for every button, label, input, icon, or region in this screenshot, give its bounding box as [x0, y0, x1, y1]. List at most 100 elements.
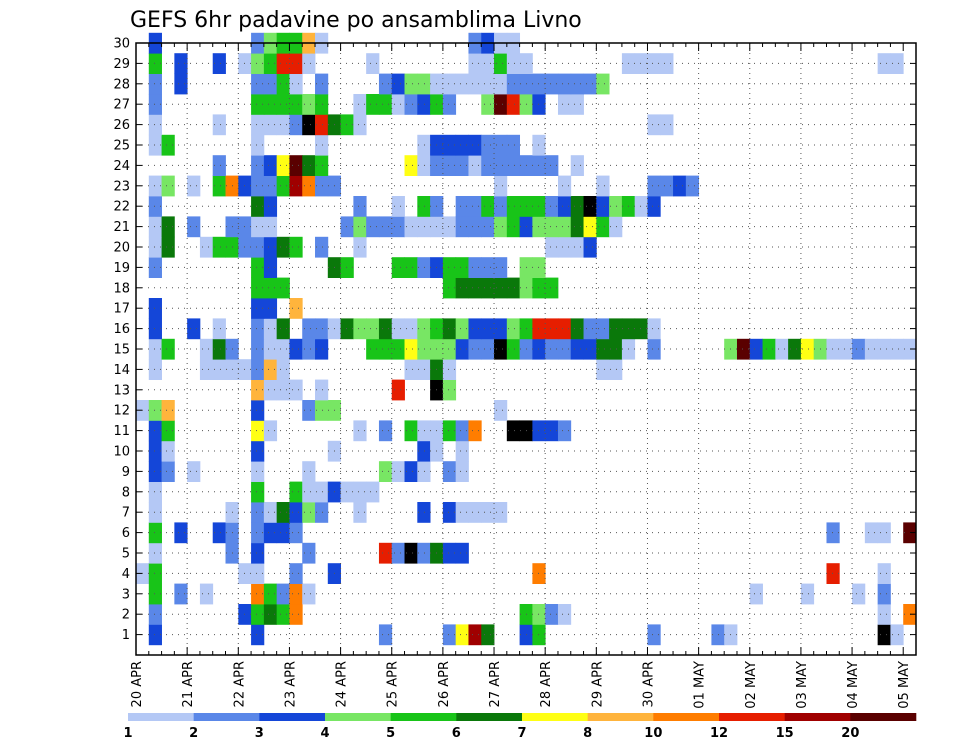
heatmap-cell	[609, 338, 623, 360]
heatmap-cell	[442, 155, 457, 176]
heatmap-cell	[391, 196, 405, 217]
heatmap-cell	[864, 522, 879, 544]
heatmap-cell	[263, 94, 278, 115]
heatmap-cell	[468, 73, 482, 95]
heatmap-cell	[391, 542, 405, 564]
y-tick-label: 26	[113, 118, 130, 133]
x-tick-label: 01 MAY	[693, 661, 708, 709]
x-tick-label: 22 APR	[232, 661, 247, 707]
heatmap-cell	[494, 277, 508, 299]
x-tick-label: 21 APR	[181, 661, 196, 707]
heatmap-cell	[391, 338, 405, 360]
heatmap-cell	[506, 338, 521, 360]
heatmap-cell	[417, 155, 431, 176]
heatmap-cell	[251, 338, 265, 360]
heatmap-cell	[506, 73, 521, 95]
heatmap-cell	[251, 298, 265, 319]
heatmap-cell	[877, 624, 891, 646]
heatmap-cell	[570, 236, 584, 258]
heatmap-cell	[609, 196, 623, 217]
heatmap-cell	[276, 155, 290, 176]
heatmap-cell	[391, 216, 405, 238]
heatmap-cell	[557, 604, 572, 625]
heatmap-cell	[251, 196, 265, 217]
heatmap-cell	[583, 216, 597, 238]
heatmap-cell	[263, 502, 278, 523]
heatmap-cell	[570, 338, 584, 360]
heatmap-cell	[263, 196, 278, 217]
heatmap-cell	[302, 53, 316, 74]
heatmap-cell	[596, 216, 610, 238]
heatmap-cell	[366, 338, 380, 360]
heatmap-cell	[417, 502, 431, 523]
heatmap-cell	[877, 338, 891, 360]
heatmap-cell	[353, 420, 367, 442]
heatmap-cell	[596, 196, 610, 217]
heatmap-cell	[481, 53, 495, 74]
heatmap-cell	[161, 236, 175, 258]
heatmap-cell	[378, 94, 393, 115]
heatmap-cell	[468, 155, 482, 176]
heatmap-cell	[161, 216, 175, 238]
heatmap-cell	[494, 196, 508, 217]
heatmap-cell	[302, 175, 316, 197]
heatmap-cell	[148, 338, 162, 360]
heatmap-cell	[468, 134, 482, 156]
heatmap-cell	[442, 73, 457, 95]
heatmap-cell	[417, 73, 431, 95]
y-tick-label: 15	[113, 343, 130, 358]
heatmap-cell	[212, 175, 226, 197]
heatmap-cell	[289, 155, 303, 176]
heatmap-cell	[647, 196, 661, 217]
heatmap-cell	[391, 257, 405, 278]
heatmap-cell	[570, 318, 584, 340]
x-tick-label: 03 MAY	[795, 661, 810, 709]
heatmap-cell	[276, 359, 290, 380]
legend-swatch	[784, 713, 851, 721]
heatmap-cell	[315, 502, 329, 523]
heatmap-cell	[353, 216, 367, 238]
heatmap-cell	[890, 338, 904, 360]
heatmap-cell	[315, 94, 329, 115]
grid	[136, 43, 916, 655]
y-tick-label: 3	[122, 587, 130, 602]
heatmap-cell	[506, 318, 521, 340]
legend-label: 3	[255, 726, 264, 741]
heatmap-cell	[800, 338, 815, 360]
heatmap-cell	[366, 94, 380, 115]
heatmap-cell	[890, 624, 904, 646]
heatmap-cell	[557, 94, 572, 115]
legend-swatch	[587, 713, 654, 721]
heatmap-cell	[417, 542, 431, 564]
heatmap-cell	[634, 196, 648, 217]
heatmap-cell	[148, 73, 162, 95]
heatmap-cell	[852, 583, 866, 605]
heatmap-cell	[199, 359, 214, 380]
heatmap-cell	[826, 522, 840, 544]
heatmap-cell	[634, 53, 648, 74]
legend-label: 4	[320, 726, 329, 741]
heatmap-cell	[174, 53, 188, 74]
heatmap-cell	[468, 318, 482, 340]
heatmap-cell	[570, 196, 584, 217]
heatmap-cell	[148, 134, 162, 156]
heatmap-cell	[251, 583, 265, 605]
heatmap-cell	[455, 73, 469, 95]
legend-swatch	[128, 713, 194, 721]
heatmap-cell	[404, 155, 418, 176]
heatmap-cell	[315, 175, 329, 197]
heatmap-cell	[481, 318, 495, 340]
heatmap-cell	[442, 318, 457, 340]
y-tick-label: 21	[113, 220, 130, 235]
x-tick-label: 02 MAY	[744, 661, 759, 709]
heatmap-cell	[455, 318, 469, 340]
heatmap-cell	[289, 583, 303, 605]
heatmap-cell	[455, 461, 469, 482]
heatmap-cell	[455, 440, 469, 462]
heatmap-cell	[251, 420, 265, 442]
heatmap-cell	[251, 542, 265, 564]
heatmap-cell	[481, 257, 495, 278]
heatmap-cell	[174, 522, 188, 544]
heatmap-cell	[506, 216, 521, 238]
heatmap-cell	[557, 196, 572, 217]
